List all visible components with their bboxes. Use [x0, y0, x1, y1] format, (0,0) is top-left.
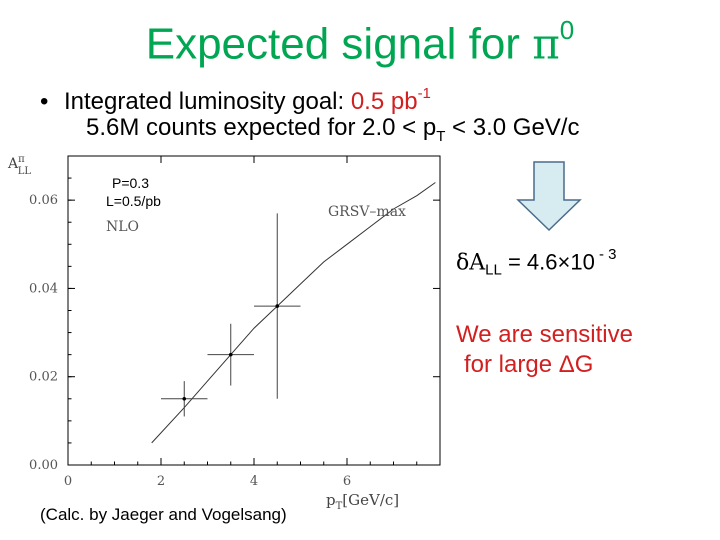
data-marker	[275, 304, 280, 308]
data-marker	[182, 396, 187, 401]
x-tick-label: 2	[157, 474, 165, 489]
annotation-nlo: NLO	[106, 219, 139, 235]
data-point	[254, 213, 301, 399]
x-tick-label: 4	[250, 474, 258, 489]
annotation-polarization: P=0.3	[112, 175, 149, 191]
asymmetry-chart: 0 2 4 6 0.00 0.02 0.04 0.06 P=0.3 L=0.5/pb NLO GRS…	[7, 154, 441, 512]
delta-all-symbol: δA	[456, 250, 486, 276]
bullet-text: Integrated luminosity goal:	[64, 88, 351, 115]
grsv-max-curve	[151, 182, 436, 444]
data-point	[161, 381, 208, 417]
bullet-dot-icon: •	[40, 88, 49, 115]
y-tick-label: 0.04	[29, 281, 58, 296]
counts-line: 5.6M counts expected for 2.0 < pT < 3.0 …	[86, 114, 579, 151]
delta-all-equation: = 4.6×10	[501, 249, 595, 275]
x-tick-label: 6	[343, 474, 351, 489]
delta-all-exponent: - 3	[594, 246, 617, 263]
title-text: Expected signal for	[145, 19, 533, 69]
chart-labels-group: P=0.3 L=0.5/pb NLO GRSV–max Aπ LL pT[GeV/c]	[7, 154, 406, 512]
down-arrow-icon	[516, 161, 582, 232]
calc-credit: (Calc. by Jaeger and Vogelsang)	[40, 505, 287, 524]
delta-all-subscript: LL	[485, 261, 502, 279]
luminosity-value: 0.5 pb-1	[350, 85, 431, 115]
data-marker	[228, 352, 233, 357]
y-tick-label: 0.00	[29, 458, 58, 473]
title-pi-symbol: π	[532, 19, 560, 69]
luminosity-value-text: 0.5 pb	[350, 88, 418, 115]
sensitivity-note: We are sensitive for large ΔG	[456, 320, 633, 380]
annotation-luminosity: L=0.5/pb	[106, 193, 161, 209]
y-tick-label: 0.06	[29, 193, 58, 208]
slide-title: Expected signal for π0	[0, 8, 720, 71]
counts-text-a: 5.6M counts expected for 2.0 < p	[86, 114, 437, 141]
grsv-curve-group	[151, 182, 436, 444]
sensitivity-line-1: We are sensitive	[456, 321, 633, 348]
bullet-luminosity: • Integrated luminosity goal: 0.5 pb-1	[40, 82, 431, 116]
title-superscript: 0	[559, 15, 575, 45]
sensitivity-line-2: for large ΔG	[464, 351, 594, 378]
y-tick-label: 0.02	[29, 370, 58, 385]
chart-ticks: 0 2 4 6 0.00 0.02 0.04 0.06	[29, 155, 441, 489]
luminosity-exponent: -1	[417, 85, 431, 102]
data-points-group	[161, 213, 301, 417]
y-axis-label: Aπ LL	[7, 154, 31, 177]
annotation-grsv-max: GRSV–max	[328, 204, 406, 220]
x-axis-label: pT[GeV/c]	[326, 491, 399, 512]
x-tick-label: 0	[64, 474, 72, 489]
counts-text-b: < 3.0 GeV/c	[445, 114, 580, 141]
data-point	[207, 323, 254, 386]
delta-all-result: δALL = 4.6×10 - 3	[456, 246, 617, 279]
counts-subscript: T	[436, 127, 446, 145]
